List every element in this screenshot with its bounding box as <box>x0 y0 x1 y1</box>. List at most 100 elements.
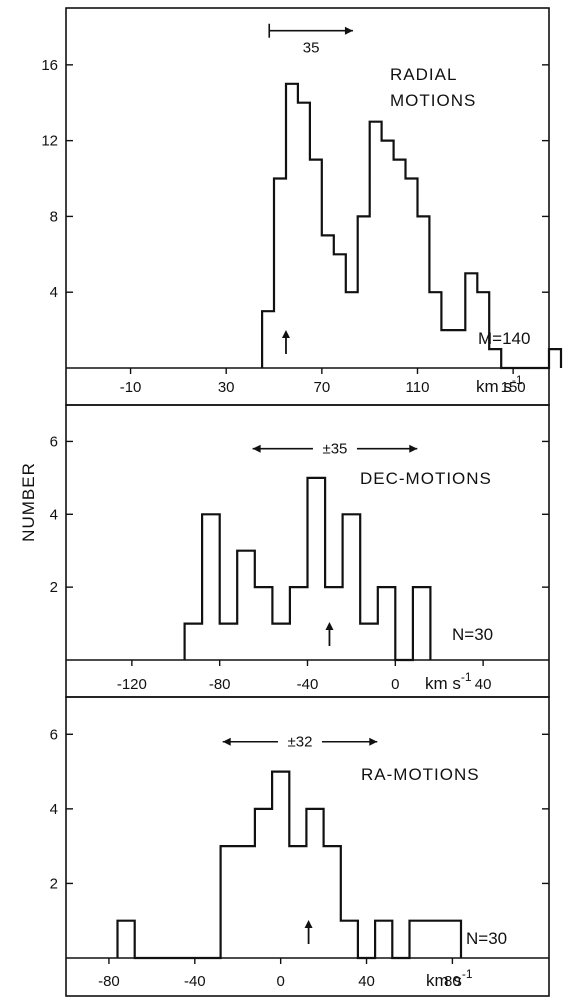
sample-size-label: M=140 <box>478 329 530 348</box>
y-tick-label: 6 <box>50 433 58 450</box>
x-tick-label: 150 <box>501 379 526 396</box>
histogram-bin <box>378 587 396 660</box>
panel-title: RADIAL <box>390 65 457 84</box>
y-tick-label: 16 <box>41 57 58 74</box>
histogram-bin <box>334 254 346 368</box>
histogram-bin <box>394 160 406 368</box>
y-tick-label: 4 <box>50 506 58 523</box>
histogram-bin <box>343 514 361 660</box>
y-tick-label: 4 <box>50 801 58 818</box>
x-tick-label: 0 <box>276 973 284 990</box>
histogram-bin <box>255 809 272 958</box>
histogram-outline <box>261 82 563 370</box>
histogram-bin <box>346 292 358 368</box>
histogram-bin <box>238 846 255 958</box>
histogram-bin <box>118 921 135 958</box>
histogram-bin <box>185 624 203 660</box>
histogram-bin <box>375 921 392 958</box>
x-tick-label: 30 <box>218 379 235 396</box>
x-tick-label: 0 <box>391 676 399 693</box>
histogram-bin <box>286 84 298 368</box>
y-tick-label: 6 <box>50 726 58 743</box>
x-tick-label: -80 <box>209 676 231 693</box>
x-tick-label: 110 <box>406 379 430 396</box>
scale-bar-arrowhead <box>222 737 231 746</box>
x-tick-label: 70 <box>314 379 331 396</box>
y-axis-label: NUMBER <box>19 462 38 542</box>
mean-arrow-head <box>281 330 290 338</box>
histogram-bin <box>322 235 334 368</box>
x-tick-label: 80 <box>444 973 461 990</box>
histogram-bin <box>255 587 273 660</box>
mean-arrow-head <box>304 920 313 928</box>
histogram-bin <box>324 846 341 958</box>
histogram-bin <box>325 587 343 660</box>
x-axis-unit-label: km s-1 <box>476 373 523 396</box>
histogram-bin <box>341 921 358 958</box>
histogram-bin <box>413 587 431 660</box>
y-tick-label: 4 <box>50 284 58 301</box>
scale-bar-arrowhead <box>252 444 261 453</box>
scale-bar-label: ±32 <box>288 734 313 751</box>
histogram-bin <box>370 122 382 368</box>
x-tick-label: 40 <box>475 676 492 693</box>
histogram-bin <box>274 179 286 368</box>
histogram-bin <box>427 921 444 958</box>
x-tick-label: -80 <box>98 973 120 990</box>
histogram-outline <box>116 770 463 960</box>
histogram-bin <box>409 921 426 958</box>
x-axis-unit-label: km s-1 <box>425 670 472 693</box>
histogram-outline <box>183 476 432 662</box>
x-tick-label: -40 <box>184 973 206 990</box>
x-tick-label: -40 <box>297 676 319 693</box>
y-tick-label: 8 <box>50 208 58 225</box>
histogram-bin <box>220 624 238 660</box>
x-tick-label: -120 <box>117 676 147 693</box>
sample-size-label: N=30 <box>466 929 507 948</box>
panel-title: DEC-MOTIONS <box>360 469 492 488</box>
x-tick-label: 40 <box>358 973 375 990</box>
histogram-bin <box>489 349 501 368</box>
y-tick-label: 2 <box>50 875 58 892</box>
histogram-bin <box>429 292 441 368</box>
y-tick-label: 12 <box>41 133 58 150</box>
panel-title: MOTIONS <box>390 91 476 110</box>
histogram-bin <box>202 514 220 660</box>
histogram-bin <box>298 103 310 368</box>
histogram-bin <box>382 141 394 368</box>
x-axis-unit-label: km s-1 <box>426 967 473 990</box>
histogram-bin <box>308 478 326 660</box>
y-tick-label: 2 <box>50 579 58 596</box>
panel-frame <box>65 696 550 997</box>
sample-size-label: N=30 <box>452 625 493 644</box>
histogram-bin <box>272 624 290 660</box>
histogram-bin <box>262 311 274 368</box>
histogram-bin <box>310 160 322 368</box>
scale-bar-label: ±35 <box>322 441 347 458</box>
histogram-bin <box>444 921 461 958</box>
histogram-bin <box>221 846 238 958</box>
histogram-bin <box>417 216 429 368</box>
panel-title: RA-MOTIONS <box>361 765 480 784</box>
histogram-bin <box>360 624 378 660</box>
histogram-bin <box>549 349 561 368</box>
histogram-bin <box>358 216 370 368</box>
scale-bar-arrowhead <box>369 737 378 746</box>
histogram-bin <box>272 772 289 958</box>
x-tick-label: -10 <box>120 379 142 396</box>
histogram-bin <box>237 551 255 660</box>
histogram-bin <box>289 846 306 958</box>
scale-bar-label: 35 <box>303 40 320 57</box>
scale-bar-arrowhead <box>409 444 418 453</box>
histogram-bin <box>290 587 308 660</box>
histogram-bin <box>465 273 477 368</box>
scale-bar-arrowhead <box>344 26 353 35</box>
histogram-bin <box>453 330 465 368</box>
mean-arrow-head <box>325 622 334 630</box>
histogram-bin <box>406 179 418 368</box>
scale-bar-label-bg <box>277 731 322 752</box>
